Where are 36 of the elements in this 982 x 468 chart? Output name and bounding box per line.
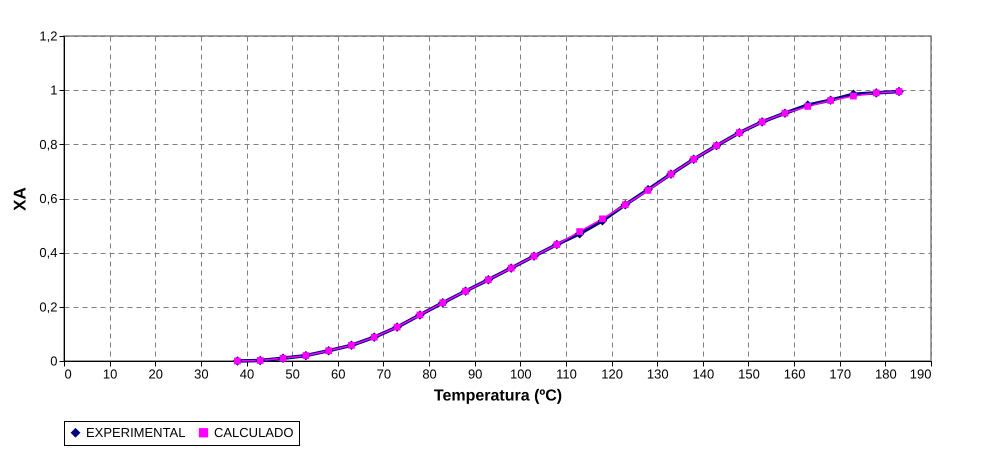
- x-tick-label: 90: [468, 366, 482, 382]
- x-tick-label: 80: [422, 366, 437, 382]
- y-tick-label: 0,4: [39, 245, 58, 260]
- legend-label: CALCULADO: [214, 424, 294, 440]
- point: [644, 187, 652, 194]
- y-axis-title: XA: [10, 187, 30, 211]
- point: [850, 92, 857, 100]
- point: [599, 215, 606, 222]
- y-tick-label: 0,8: [39, 136, 58, 152]
- point: [804, 103, 812, 110]
- y-tick-label: 0,6: [39, 191, 58, 206]
- x-tick-label: 20: [148, 366, 163, 382]
- x-tick-label: 40: [240, 366, 254, 382]
- x-axis-title: Temperatura (ºC): [434, 388, 562, 404]
- x-tick-label: 50: [285, 366, 300, 382]
- x-tick-label: 130: [646, 366, 669, 382]
- x-tick-label: 0: [64, 366, 72, 382]
- x-tick-label: 160: [784, 366, 806, 382]
- x-tick-label: 120: [601, 366, 623, 382]
- x-tick-label: 70: [376, 366, 392, 382]
- x-tick-label: 170: [829, 366, 852, 382]
- y-tick-label: 1: [50, 82, 58, 98]
- y-tick-label: 1,2: [39, 28, 58, 44]
- x-tick-label: 30: [194, 366, 209, 382]
- x-tick-label: 150: [738, 366, 760, 382]
- x-tick-label: 10: [102, 366, 118, 382]
- x-tick-label: 190: [910, 366, 932, 382]
- legend-label: EXPERIMENTAL: [86, 424, 186, 440]
- point: [576, 228, 583, 235]
- y-tick-label: 0: [50, 354, 58, 368]
- x-tick-label: 110: [556, 366, 577, 382]
- y-tick-label: 0,2: [39, 299, 58, 314]
- x-tick-label: 100: [510, 366, 532, 382]
- x-tick-label: 140: [692, 366, 714, 382]
- x-tick-label: 60: [331, 366, 346, 382]
- x-tick-label: 180: [875, 366, 897, 382]
